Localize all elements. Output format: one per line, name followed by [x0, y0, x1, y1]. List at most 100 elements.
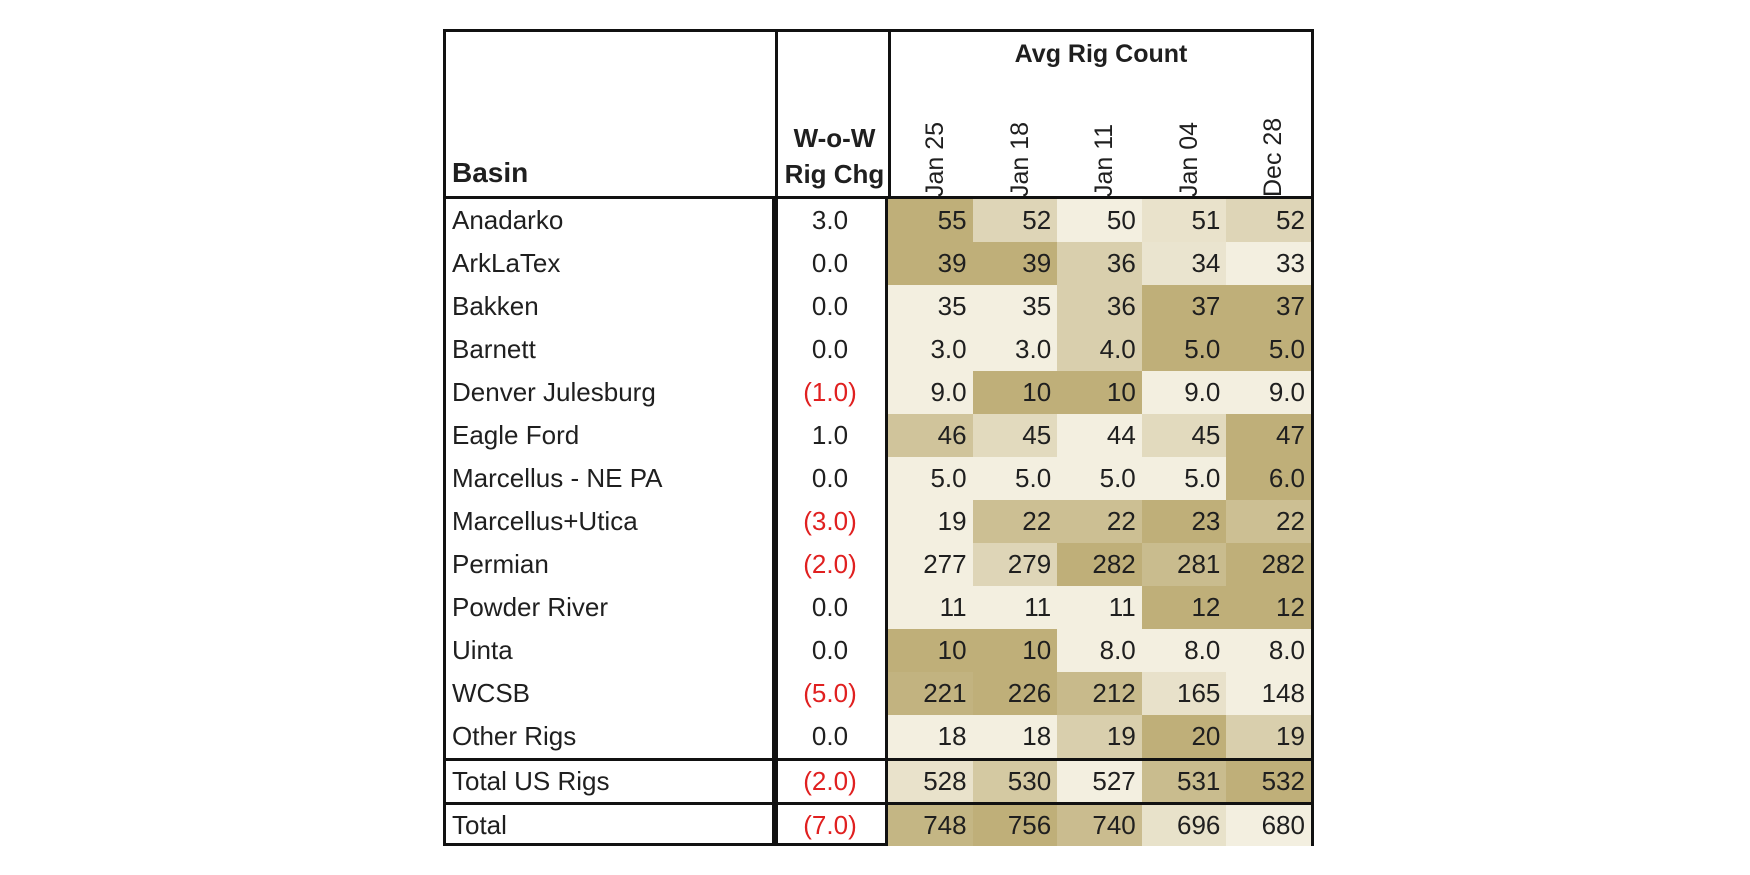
basin-cell: WCSB — [446, 672, 775, 715]
wow-change-cell: 0.0 — [775, 328, 888, 371]
table-row: WCSB (5.0) 221 226 212 165 148 — [446, 672, 1311, 715]
rig-count-cell: 281 — [1141, 543, 1227, 586]
wow-change-cell: 0.0 — [775, 285, 888, 328]
header-wow-rig-chg: W-o-W Rig Chg — [778, 120, 891, 192]
rig-count-cell: 680 — [1226, 805, 1311, 846]
basin-cell: Total — [446, 805, 775, 846]
basin-cell: Other Rigs — [446, 715, 775, 758]
rig-count-cell: 531 — [1141, 761, 1227, 802]
rig-count-cell: 19 — [888, 500, 973, 543]
rig-count-cell: 11 — [1057, 586, 1142, 629]
header-date-4: Jan 04 — [1175, 121, 1203, 197]
rig-count-cell: 4.0 — [1057, 328, 1142, 371]
header-date-2: Jan 18 — [1006, 121, 1034, 197]
rig-count-cell: 530 — [972, 761, 1058, 802]
row-separator — [446, 802, 1311, 805]
wow-change-cell: (1.0) — [775, 371, 888, 414]
wow-change-cell: (7.0) — [775, 805, 888, 846]
rig-count-cell: 5.0 — [888, 457, 973, 500]
table-row: Marcellus - NE PA 0.0 5.0 5.0 5.0 5.0 6.0 — [446, 457, 1311, 500]
rig-count-cell: 52 — [1226, 199, 1311, 242]
rig-count-cell: 33 — [1226, 242, 1311, 285]
basin-cell: Powder River — [446, 586, 775, 629]
rig-count-cell: 45 — [1141, 414, 1227, 457]
wow-change-cell: (5.0) — [775, 672, 888, 715]
rig-count-cell: 148 — [1226, 672, 1311, 715]
rig-count-cell: 532 — [1226, 761, 1311, 802]
rig-count-cell: 22 — [1057, 500, 1142, 543]
column-divider — [775, 32, 778, 843]
row-separator — [446, 758, 1311, 761]
table-row: Total (7.0) 748 756 740 696 680 — [446, 805, 1311, 846]
wow-change-cell: 3.0 — [775, 199, 888, 242]
basin-cell: Eagle Ford — [446, 414, 775, 457]
rig-count-cell: 46 — [888, 414, 973, 457]
table-row: Bakken 0.0 35 35 36 37 37 — [446, 285, 1311, 328]
basin-cell: Denver Julesburg — [446, 371, 775, 414]
rig-count-cell: 528 — [888, 761, 973, 802]
table-row: Other Rigs 0.0 18 18 19 20 19 — [446, 715, 1311, 758]
header-wow-line2: Rig Chg — [784, 159, 885, 189]
rig-count-cell: 5.0 — [1057, 457, 1142, 500]
rig-count-cell: 50 — [1057, 199, 1142, 242]
table-row: Denver Julesburg (1.0) 9.0 10 10 9.0 9.0 — [446, 371, 1311, 414]
rig-count-cell: 12 — [1141, 586, 1227, 629]
header-avg-rig-count: Avg Rig Count — [1014, 40, 1188, 68]
table-row: Marcellus+Utica (3.0) 19 22 22 23 22 — [446, 500, 1311, 543]
rig-count-cell: 282 — [1057, 543, 1142, 586]
wow-change-cell: (2.0) — [775, 543, 888, 586]
rig-count-cell: 10 — [888, 629, 973, 672]
table-row: Total US Rigs (2.0) 528 530 527 531 532 — [446, 761, 1311, 802]
rig-count-cell: 23 — [1141, 500, 1227, 543]
header-date-5: Dec 28 — [1259, 117, 1287, 197]
basin-cell: Uinta — [446, 629, 775, 672]
rig-count-cell: 748 — [888, 805, 973, 846]
basin-cell: Anadarko — [446, 199, 775, 242]
rig-count-cell: 3.0 — [972, 328, 1058, 371]
rig-count-cell: 22 — [972, 500, 1058, 543]
rig-count-cell: 35 — [972, 285, 1058, 328]
rig-count-cell: 39 — [972, 242, 1058, 285]
rig-count-cell: 282 — [1226, 543, 1311, 586]
rig-count-cell: 34 — [1141, 242, 1227, 285]
table-row: Permian (2.0) 277 279 282 281 282 — [446, 543, 1311, 586]
rig-count-cell: 165 — [1141, 672, 1227, 715]
wow-change-cell: 0.0 — [775, 715, 888, 758]
rig-count-cell: 36 — [1057, 242, 1142, 285]
rig-count-cell: 11 — [888, 586, 973, 629]
rig-count-cell: 9.0 — [1226, 371, 1311, 414]
rig-count-cell: 10 — [972, 371, 1058, 414]
header-date-3: Jan 11 — [1090, 123, 1118, 197]
basin-cell: Barnett — [446, 328, 775, 371]
rig-count-cell: 35 — [888, 285, 973, 328]
basin-cell: Marcellus+Utica — [446, 500, 775, 543]
rig-count-cell: 10 — [1057, 371, 1142, 414]
rig-count-cell: 212 — [1057, 672, 1142, 715]
table-row: ArkLaTex 0.0 39 39 36 34 33 — [446, 242, 1311, 285]
wow-change-cell: 1.0 — [775, 414, 888, 457]
rig-count-cell: 19 — [1057, 715, 1142, 758]
wow-change-cell: 0.0 — [775, 586, 888, 629]
rig-count-cell: 55 — [888, 199, 973, 242]
rig-count-cell: 527 — [1057, 761, 1142, 802]
wow-change-cell: 0.0 — [775, 629, 888, 672]
basin-cell: Total US Rigs — [446, 761, 775, 802]
wow-change-cell: 0.0 — [775, 457, 888, 500]
table-row: Powder River 0.0 11 11 11 12 12 — [446, 586, 1311, 629]
rig-count-cell: 20 — [1141, 715, 1227, 758]
rig-count-cell: 52 — [972, 199, 1058, 242]
rig-count-cell: 756 — [972, 805, 1058, 846]
wow-change-cell: (3.0) — [775, 500, 888, 543]
wow-change-cell: 0.0 — [775, 242, 888, 285]
rig-count-cell: 37 — [1141, 285, 1227, 328]
table-row: Eagle Ford 1.0 46 45 44 45 47 — [446, 414, 1311, 457]
rig-count-cell: 39 — [888, 242, 973, 285]
rig-count-cell: 6.0 — [1226, 457, 1311, 500]
header-date-1: Jan 25 — [921, 121, 949, 197]
basin-cell: ArkLaTex — [446, 242, 775, 285]
rig-count-cell: 3.0 — [888, 328, 973, 371]
rig-count-table: Basin W-o-W Rig Chg Avg Rig Count Jan 25… — [443, 29, 1314, 846]
rig-count-cell: 5.0 — [1226, 328, 1311, 371]
rig-count-cell: 8.0 — [1057, 629, 1142, 672]
header-wow-line1: W-o-W — [793, 123, 876, 153]
